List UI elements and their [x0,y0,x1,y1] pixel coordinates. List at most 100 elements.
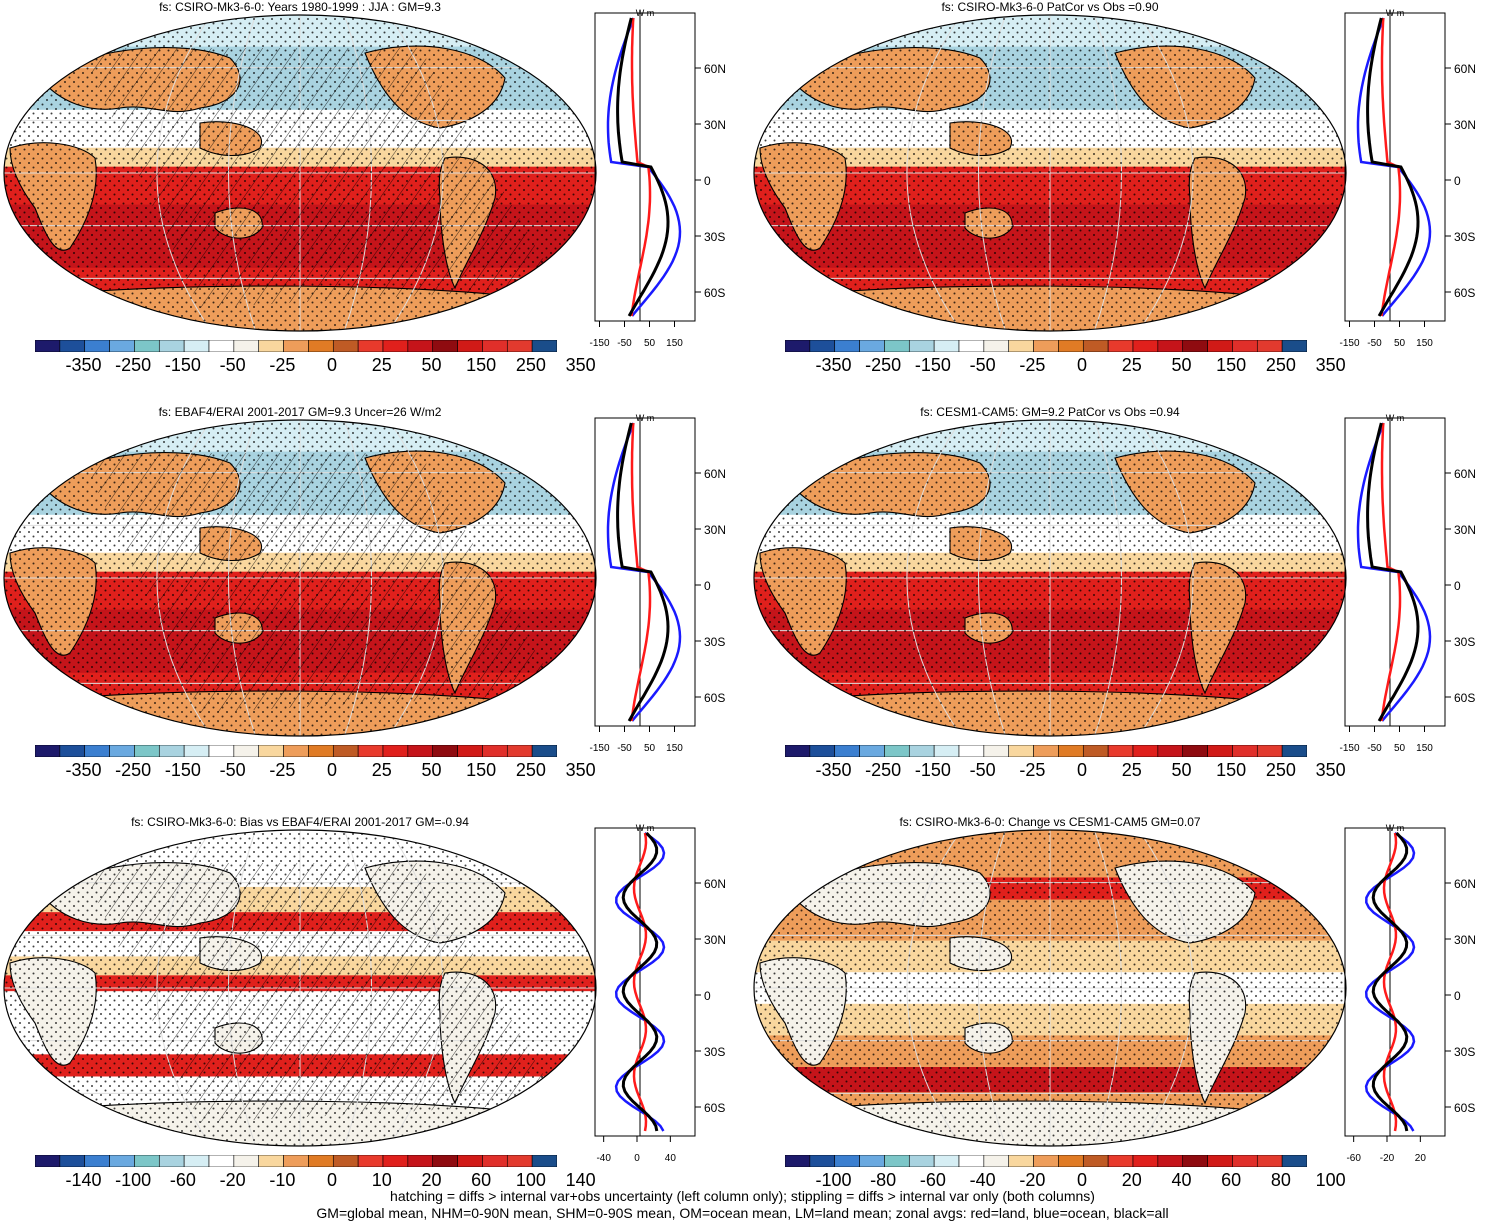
colorbar-label: 250 [1265,355,1296,375]
zonal-x-tick: -50 [617,743,632,754]
colorbar-label: 250 [515,355,546,375]
colorbar-label: 0 [327,1170,338,1190]
zonal-all-line [621,831,659,1132]
zonal-all-line [616,422,670,722]
colorbar-label: 350 [565,760,596,780]
colorbar-label: 150 [466,760,497,780]
zonal-lat-label: 30S [704,1045,725,1059]
zonal-lat-label: 30S [1454,1045,1475,1059]
colorbar-swatch [1256,1155,1283,1167]
panel-title: fs: CSIRO-Mk3-6-0: Change vs CESM1-CAM5 … [899,815,1201,829]
colorbar-swatch [1082,1155,1109,1167]
panel-title: fs: CESM1-CAM5: GM=9.2 PatCor vs Obs =0.… [920,405,1180,419]
colorbar-swatch [884,340,910,352]
colorbar-swatch [35,340,61,352]
panel-title: fs: EBAF4/ERAI 2001-2017 GM=9.3 Uncer=26… [158,405,442,419]
colorbar-swatch [1281,340,1307,352]
zonal-lat-label: 60S [704,1101,725,1115]
zonal-lat-label: 0 [1454,989,1461,1003]
zonal-x-tick: 150 [666,743,683,754]
colorbar-swatch [809,745,836,757]
colorbar-swatch [884,745,910,757]
colorbar-swatch [457,340,483,352]
zonal-lat-label: 30N [1454,523,1475,537]
colorbar-label: -25 [269,355,296,375]
zonal-x-tick: 20 [1415,1153,1427,1164]
colorbar-label: 0 [1077,760,1088,780]
colorbar-swatch [482,1155,508,1167]
caption-legend: GM=global mean, NHM=0-90N mean, SHM=0-90… [316,1205,1169,1221]
colorbar-labels: -350 -250 -150 -50 -25 0 25 50 150 250 350 [35,760,595,782]
zonal-x-tick: -40 [596,1153,611,1164]
colorbar-swatch [357,340,384,352]
zonal-x-tick: 0 [634,1153,640,1164]
colorbar-swatch [258,745,284,757]
colorbar-label: 150 [1216,760,1247,780]
colorbar-swatch [1281,745,1307,757]
colorbar-label: 350 [565,355,596,375]
zonal-x-tick: -50 [1367,743,1382,754]
zonal-lat-label: 30S [704,230,725,244]
panel-title: fs: CSIRO-Mk3-6-0: Years 1980-1999 : JJA… [159,0,441,14]
colorbar-swatch [1132,1155,1159,1167]
colorbar-swatch [59,1155,86,1167]
colorbar-swatch [382,1155,409,1167]
colorbar-swatch [983,1155,1010,1167]
colorbar-label: 20 [421,1170,442,1190]
colorbar-swatch [1107,745,1134,757]
colorbar-swatch [308,1155,334,1167]
zonal-lat-label: 60S [1454,1101,1475,1115]
colorbar-swatch [457,745,483,757]
colorbar-swatch [432,745,458,757]
colorbar-label: -10 [269,1170,296,1190]
colorbar-label: -25 [269,760,296,780]
colorbar-swatch [407,340,434,352]
colorbar-label: 150 [1216,355,1247,375]
zonal-x-tick: 40 [665,1153,677,1164]
colorbar-swatch [834,1155,860,1167]
colorbar-swatch [158,745,185,757]
colorbar-label: -20 [219,1170,246,1190]
colorbar-swatch [258,340,284,352]
colorbar [35,1155,557,1167]
zonal-x-tick: -60 [1346,1153,1361,1164]
colorbar-swatch [158,1155,185,1167]
colorbar-swatch [432,1155,458,1167]
zonal-unit: W m [636,413,655,423]
colorbar-swatch [1256,340,1283,352]
colorbar-label: 25 [1121,760,1142,780]
zonal-lat-label: 60S [704,691,725,705]
colorbar-label: 60 [471,1170,492,1190]
caption-hatching: hatching = diffs > internal var+obs unce… [390,1188,1095,1204]
colorbar-label: 250 [1265,760,1296,780]
colorbar-label: -150 [914,355,951,375]
world-map [753,829,1347,1147]
colorbar-swatch [59,340,86,352]
zonal-lat-label: 60N [1454,467,1475,481]
panel-title: fs: CSIRO-Mk3-6-0: Bias vs EBAF4/ERAI 20… [131,815,469,829]
zonal-x-tick: 50 [644,338,656,349]
zonal-lat-label: 60N [704,467,725,481]
zonal-lat-label: 60S [1454,286,1475,300]
colorbar-label: 40 [1171,1170,1192,1190]
colorbar-swatch [531,745,557,757]
colorbar-swatch [283,745,309,757]
world-map [3,419,597,737]
colorbar-label: -250 [865,760,902,780]
zonal-x-tick: 150 [1416,743,1433,754]
colorbar-label: 25 [371,355,392,375]
colorbar-label: 150 [466,355,497,375]
colorbar-swatch [382,340,409,352]
colorbar-swatch [1008,745,1034,757]
colorbar-swatch [308,340,334,352]
colorbar-label: -150 [164,760,201,780]
colorbar-label: 25 [1121,355,1142,375]
colorbar-swatch [785,745,811,757]
colorbar-swatch [134,340,160,352]
colorbar-swatch [158,340,185,352]
zonal-x-tick: 50 [1394,338,1406,349]
colorbar-swatch [332,745,359,757]
colorbar-label: 100 [1315,1170,1346,1190]
colorbar-swatch [908,340,935,352]
colorbar-labels: -350 -250 -150 -50 -25 0 25 50 150 250 350 [35,355,595,377]
